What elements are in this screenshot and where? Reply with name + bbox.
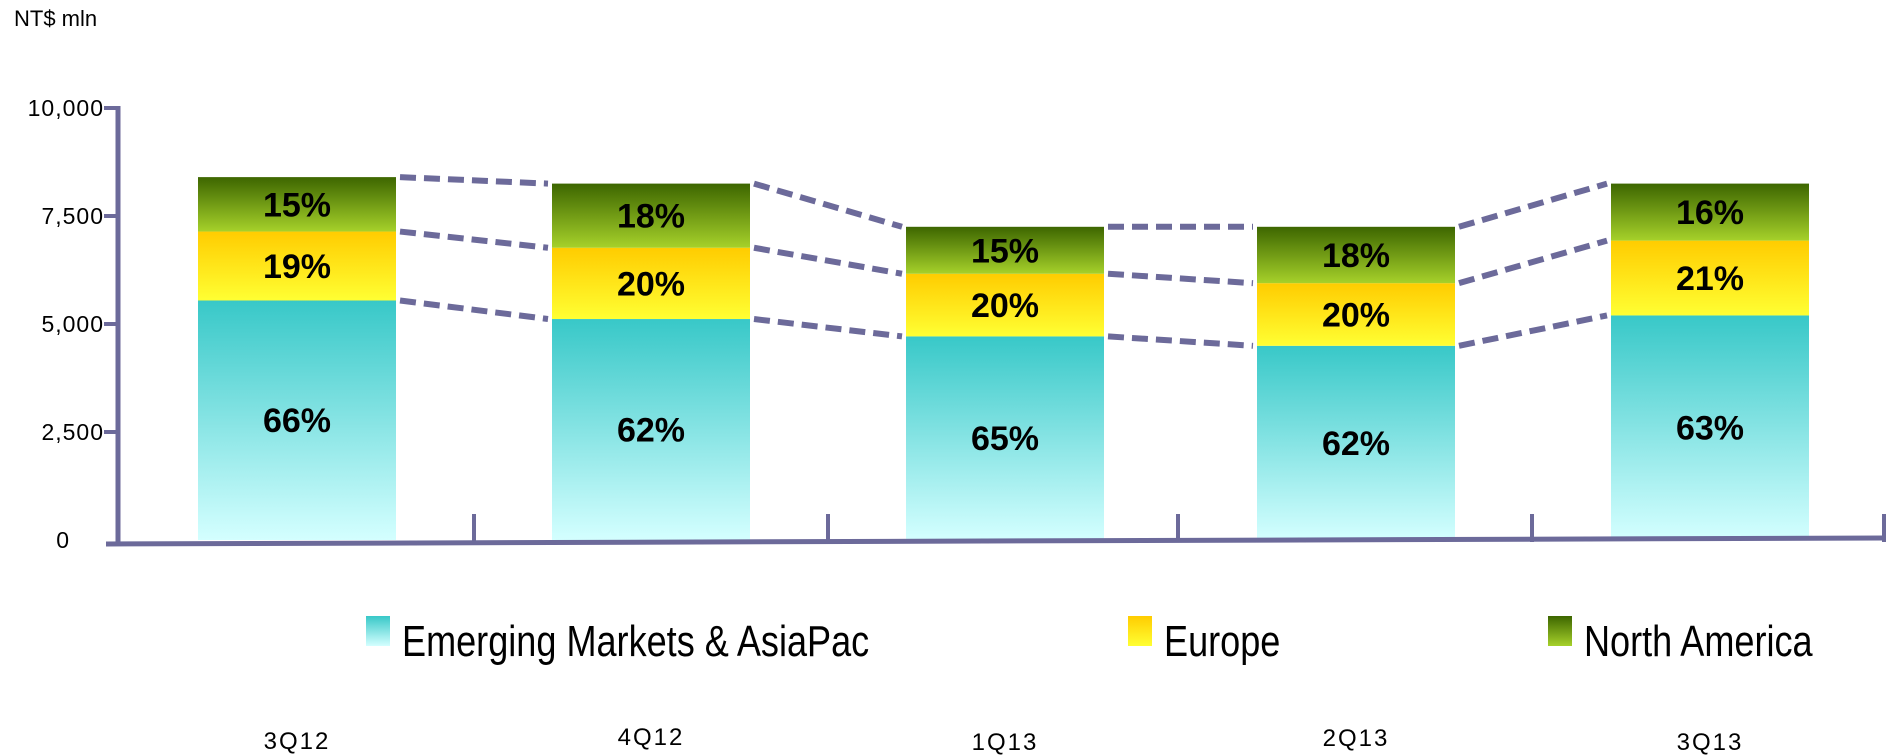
legend-label-europe: Europe: [1164, 617, 1281, 666]
x-axis: [105, 535, 1886, 547]
data-label-europe-3q13: 21%: [1676, 260, 1744, 298]
bar-north-america-3q13: [1611, 183, 1809, 241]
connector-north-america-0: [399, 174, 549, 187]
data-label-emerging-4q12: 62%: [617, 412, 685, 450]
connector-emerging-3: [1458, 312, 1608, 349]
x-tick-label-4q12: 4Q12: [618, 724, 685, 751]
x-tick-label-3q13: 3Q13: [1677, 729, 1744, 755]
data-label-north-america-3q13: 16%: [1676, 194, 1744, 232]
bar-emerging-3q13: [1611, 315, 1809, 540]
bar-emerging-3q12: [198, 300, 396, 540]
data-label-europe-1q13: 20%: [971, 287, 1039, 325]
connector-north-america-3: [1458, 180, 1608, 230]
bar-europe-4q12: [552, 247, 750, 320]
axes: 0 2,500 5,000 7,500 10,000 3Q12 4Q12 1Q13 2Q13 3Q…: [28, 95, 1886, 755]
bar-europe-3q12: [198, 231, 396, 301]
data-label-emerging-2q13: 62%: [1322, 425, 1390, 463]
data-label-north-america-4q12: 18%: [617, 198, 685, 236]
connector-europe-2: [1107, 270, 1254, 287]
data-label-emerging-3q13: 63%: [1676, 410, 1744, 448]
data-label-emerging-1q13: 65%: [971, 420, 1039, 458]
y-tick-label-3: 7,500: [41, 203, 104, 229]
data-label-europe-2q13: 20%: [1322, 296, 1390, 334]
connector-emerging-0: [399, 297, 549, 323]
y-tick-label-4: 10,000: [28, 95, 104, 121]
connector-lines: [399, 174, 1608, 349]
connector-europe-3: [1458, 237, 1608, 287]
legend-item-north-america: North America: [1548, 612, 1863, 672]
legend-label-emerging: Emerging Markets & AsiaPac: [402, 617, 870, 666]
bar-north-america-3q12: [198, 177, 396, 232]
data-label-europe-3q12: 19%: [263, 248, 331, 286]
data-labels: 66% 19% 15% 62% 20% 18% 65% 20% 15% 62% 20% 18% 63% 2…: [263, 186, 1744, 463]
data-label-north-america-2q13: 18%: [1322, 237, 1390, 275]
x-tick-label-2q13: 2Q13: [1323, 725, 1390, 752]
connector-europe-1: [753, 244, 903, 277]
bar-emerging-1q13: [906, 336, 1104, 540]
data-label-emerging-3q12: 66%: [263, 402, 331, 440]
bar-europe-1q13: [906, 273, 1104, 337]
bar-emerging-2q13: [1257, 345, 1455, 540]
y-tick-label-1: 2,500: [41, 419, 104, 445]
connector-emerging-2: [1107, 333, 1254, 349]
data-label-north-america-3q12: 15%: [263, 186, 331, 224]
legend-swatch-north-america: [1548, 616, 1572, 646]
legend-item-europe: Europe: [1128, 612, 1306, 672]
x-tick-label-3q12: 3Q12: [264, 728, 331, 755]
bar-north-america-2q13: [1257, 226, 1455, 284]
bar-europe-2q13: [1257, 283, 1455, 346]
legend-label-north-america: North America: [1584, 617, 1813, 666]
data-label-europe-4q12: 20%: [617, 265, 685, 303]
legend-swatch-emerging: [366, 616, 390, 646]
bar-emerging-4q12: [552, 319, 750, 540]
y-tick-label-2: 5,000: [41, 311, 104, 337]
legend-item-emerging: Emerging Markets & AsiaPac: [366, 612, 972, 672]
connector-europe-0: [399, 228, 549, 251]
x-tick-label-1q13: 1Q13: [972, 729, 1039, 755]
connector-north-america-1: [753, 180, 903, 230]
unit-label: NT$ mln: [14, 6, 98, 31]
data-label-north-america-1q13: 15%: [971, 232, 1039, 270]
connector-emerging-1: [753, 316, 903, 340]
legend-swatch-europe: [1128, 616, 1152, 646]
bar-europe-3q13: [1611, 240, 1809, 316]
bar-north-america-1q13: [906, 226, 1104, 274]
bar-north-america-4q12: [552, 183, 750, 248]
bars: [198, 177, 1809, 540]
y-tick-label-0: 0: [56, 527, 70, 553]
